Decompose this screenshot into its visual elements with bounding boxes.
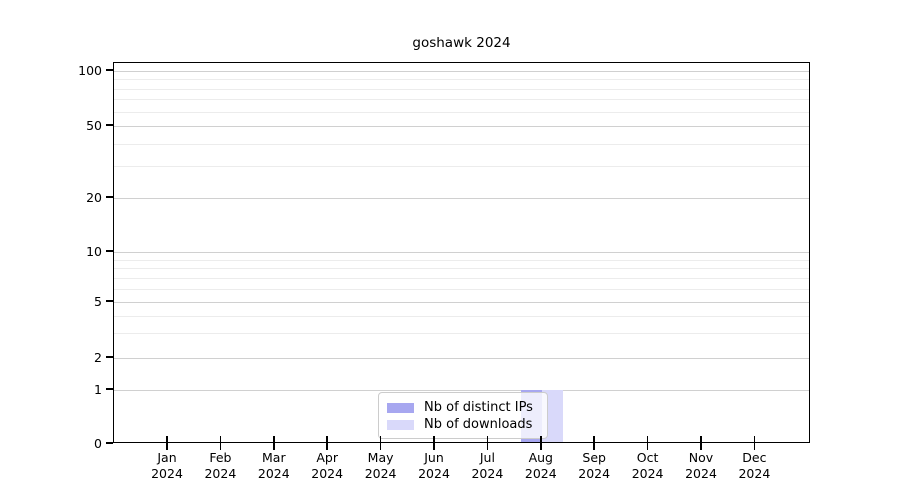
month-name: May [367, 450, 394, 465]
minor-gridline [114, 99, 809, 100]
minor-gridline [114, 260, 809, 261]
y-tick-mark [106, 356, 113, 358]
y-tick-mark [106, 196, 113, 198]
month-name: Sep [582, 450, 606, 465]
minor-gridline [114, 289, 809, 290]
x-tick-label-sep: Sep 2024 [559, 450, 629, 482]
x-tick-mark [166, 436, 168, 450]
month-year: 2024 [204, 466, 237, 481]
month-year: 2024 [257, 466, 290, 481]
x-tick-label-nov: Nov 2024 [666, 450, 736, 482]
minor-gridline [114, 316, 809, 317]
month-year: 2024 [631, 466, 664, 481]
major-gridline-10 [114, 252, 809, 253]
legend-label: Nb of downloads [424, 417, 533, 432]
major-gridline-1 [114, 390, 809, 391]
y-tick-mark [106, 69, 113, 71]
y-tick-label-2: 2 [94, 349, 102, 365]
x-tick-label-mar: Mar 2024 [239, 450, 309, 482]
y-tick-label-1: 1 [94, 381, 102, 397]
x-tick-mark [540, 436, 542, 450]
x-tick-label-dec: Dec 2024 [719, 450, 789, 482]
x-tick-label-apr: Apr 2024 [292, 450, 362, 482]
month-name: Nov [688, 450, 714, 465]
legend-entry: Nb of distinct IPs [387, 400, 539, 415]
plot-area: Nb of distinct IPs Nb of downloads [113, 62, 810, 443]
y-tick-label-5: 5 [94, 293, 102, 309]
x-tick-mark [219, 436, 222, 450]
y-tick-label-50: 50 [86, 117, 102, 133]
major-gridline-100 [114, 71, 809, 72]
month-year: 2024 [311, 466, 344, 481]
month-year: 2024 [418, 466, 450, 481]
month-year: 2024 [738, 466, 771, 481]
month-name: Jan [157, 450, 177, 465]
month-name: Oct [636, 450, 659, 465]
x-tick-label-jan: Jan 2024 [132, 450, 202, 482]
y-tick-mark [106, 442, 113, 444]
minor-gridline [114, 112, 809, 113]
month-name: Jul [479, 450, 495, 465]
y-tick-label-100: 100 [78, 62, 102, 78]
x-tick-mark [646, 436, 649, 450]
chart-title: goshawk 2024 [412, 35, 511, 51]
y-tick-mark [106, 250, 113, 252]
x-tick-mark [753, 436, 756, 450]
x-tick-mark [273, 436, 275, 450]
y-tick-label-0: 0 [94, 435, 102, 451]
month-name: Jun [424, 450, 444, 465]
minor-gridline [114, 268, 809, 269]
legend: Nb of distinct IPs Nb of downloads [378, 392, 548, 439]
month-year: 2024 [364, 466, 397, 481]
x-tick-mark [326, 436, 328, 450]
y-tick-label-10: 10 [86, 243, 102, 259]
y-tick-mark [106, 388, 113, 390]
x-tick-label-aug: Aug 2024 [506, 450, 576, 482]
month-year: 2024 [151, 466, 183, 481]
legend-label: Nb of distinct IPs [424, 400, 533, 415]
x-tick-label-jul: Jul 2024 [452, 450, 522, 482]
y-tick-mark [106, 124, 113, 126]
month-name: Feb [209, 450, 232, 465]
legend-entry: Nb of downloads [387, 417, 539, 432]
minor-gridline [114, 166, 809, 167]
y-tick-label-20: 20 [86, 189, 102, 205]
x-tick-label-jun: Jun 2024 [399, 450, 469, 482]
x-tick-label-oct: Oct 2024 [613, 450, 683, 482]
minor-gridline [114, 79, 809, 80]
legend-swatch-icon [387, 402, 414, 413]
x-tick-label-feb: Feb 2024 [185, 450, 255, 482]
month-name: Aug [528, 450, 553, 465]
x-tick-mark [486, 436, 489, 450]
month-name: Dec [742, 450, 767, 465]
month-year: 2024 [685, 466, 717, 481]
month-year: 2024 [524, 466, 557, 481]
minor-gridline [114, 144, 809, 145]
month-name: Mar [262, 450, 286, 465]
x-tick-label-may: May 2024 [346, 450, 416, 482]
y-tick-mark [106, 300, 113, 302]
month-year: 2024 [471, 466, 504, 481]
major-gridline-20 [114, 198, 809, 199]
major-gridline-2 [114, 358, 809, 359]
minor-gridline [114, 333, 809, 334]
x-tick-mark [700, 436, 702, 450]
month-name: Apr [316, 450, 338, 465]
minor-gridline [114, 278, 809, 279]
x-tick-mark [379, 436, 382, 450]
month-year: 2024 [578, 466, 611, 481]
minor-gridline [114, 89, 809, 90]
x-tick-mark [593, 436, 595, 450]
legend-swatch-icon [387, 419, 414, 430]
x-tick-mark [433, 436, 435, 450]
major-gridline-5 [114, 302, 809, 303]
major-gridline-50 [114, 126, 809, 127]
